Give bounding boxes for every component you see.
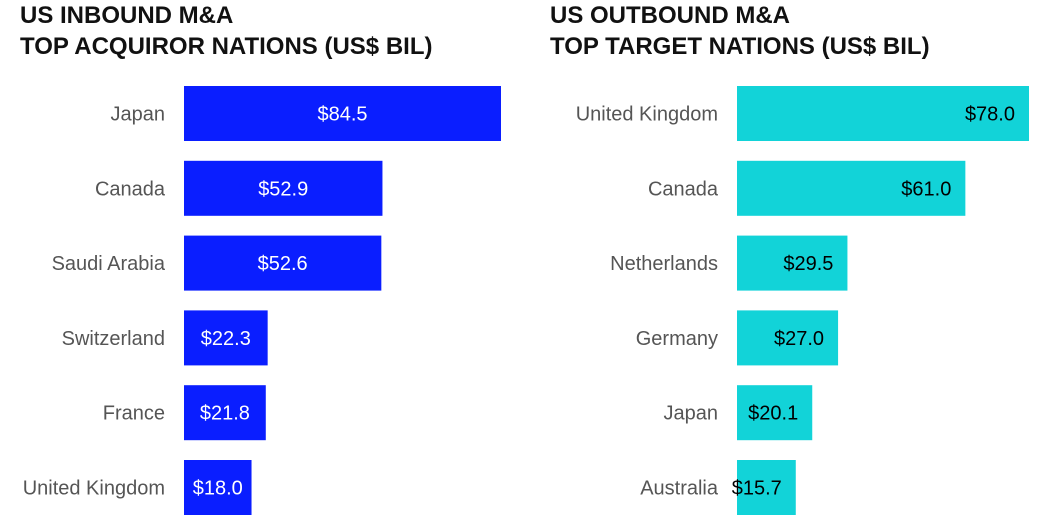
outbound-title-line1: US OUTBOUND M&A [550,2,790,29]
inbound-title-line2: TOP ACQUIROR NATIONS (US$ BIL) [20,33,433,60]
outbound-bar [737,160,966,216]
outbound-category-label: Netherlands [610,253,718,275]
inbound-value-label: $52.9 [258,178,308,200]
inbound-title-line1: US INBOUND M&A [20,2,234,29]
outbound-category-label: Germany [636,328,718,350]
outbound-category-label: Australia [640,478,719,500]
outbound-value-label: $61.0 [901,178,951,200]
outbound-bar [737,460,796,515]
inbound-bar [184,160,383,216]
outbound-category-label: Canada [648,178,719,200]
outbound-category-label: United Kingdom [576,104,718,126]
outbound-value-label: $29.5 [783,253,833,275]
outbound-bar [737,310,839,366]
outbound-bar [737,235,848,291]
outbound-category-label: Japan [664,403,719,425]
inbound-category-label: Japan [111,104,166,126]
inbound-value-label: $84.5 [317,104,367,126]
inbound-value-label: $22.3 [201,328,251,350]
inbound-bar [184,235,382,291]
outbound-value-label: $27.0 [774,328,824,350]
inbound-category-label: United Kingdom [23,478,165,500]
inbound-category-label: France [103,403,165,425]
outbound-bar [737,385,813,441]
inbound-bar [184,86,501,141]
inbound-category-label: Canada [95,178,166,200]
inbound-bar [184,310,268,366]
outbound-title-line2: TOP TARGET NATIONS (US$ BIL) [550,33,930,60]
inbound-value-label: $18.0 [193,478,243,500]
inbound-category-label: Saudi Arabia [52,253,166,275]
outbound-value-label: $20.1 [748,403,798,425]
inbound-value-label: $52.6 [258,253,308,275]
inbound-bar [184,460,252,515]
outbound-bar [737,86,1029,141]
inbound-bar [184,385,266,441]
outbound-chart-title: US OUTBOUND M&A TOP TARGET NATIONS (US$ … [550,0,930,62]
outbound-value-label: $78.0 [965,104,1015,126]
inbound-value-label: $21.8 [200,403,250,425]
inbound-category-label: Switzerland [62,328,165,350]
inbound-chart-title: US INBOUND M&A TOP ACQUIROR NATIONS (US$… [20,0,432,62]
outbound-value-label: $15.7 [732,478,782,500]
